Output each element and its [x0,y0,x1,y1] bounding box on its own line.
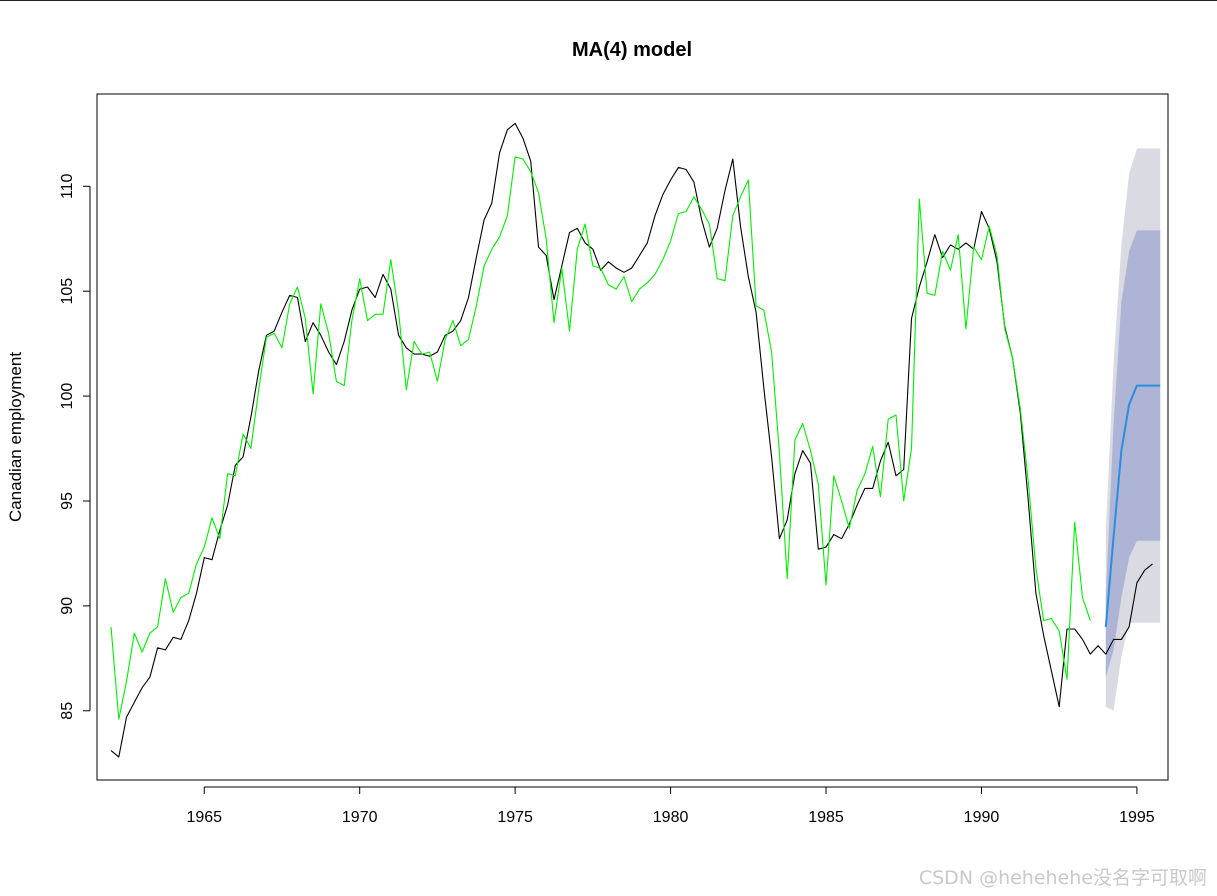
x-tick-label: 1965 [186,809,222,826]
y-tick-label: 90 [59,597,76,615]
y-axis-label: Canadian employment [6,352,25,522]
x-tick-label: 1990 [964,809,1000,826]
y-tick-label: 95 [59,492,76,510]
watermark-text: CSDN @hehehehe没名字可取啊 [918,867,1207,889]
chart-title: MA(4) model [572,39,692,61]
y-tick-label: 110 [59,173,76,199]
y-tick-label: 85 [59,702,76,720]
axes: 1965 1970 1975 1980 1985 1990 1995 85 90 95 100 105… [59,173,1155,826]
x-tick-label: 1970 [342,809,378,826]
series-line-forecast [1104,384,1161,627]
x-tick-label: 1995 [1119,809,1155,826]
series-line-fitted [110,156,1091,720]
y-tick-label: 100 [59,383,76,410]
x-tick-label: 1975 [497,809,533,826]
series-line-observed [110,122,1153,758]
x-tick-label: 1980 [653,809,689,826]
series-lines [110,122,1161,758]
top-border [0,0,1217,1]
x-tick-label: 1985 [808,809,844,826]
y-tick-label: 105 [59,278,76,305]
plot-frame [96,93,1169,781]
band-80-area [1105,230,1161,678]
forecast-interval-bands [1105,148,1161,711]
